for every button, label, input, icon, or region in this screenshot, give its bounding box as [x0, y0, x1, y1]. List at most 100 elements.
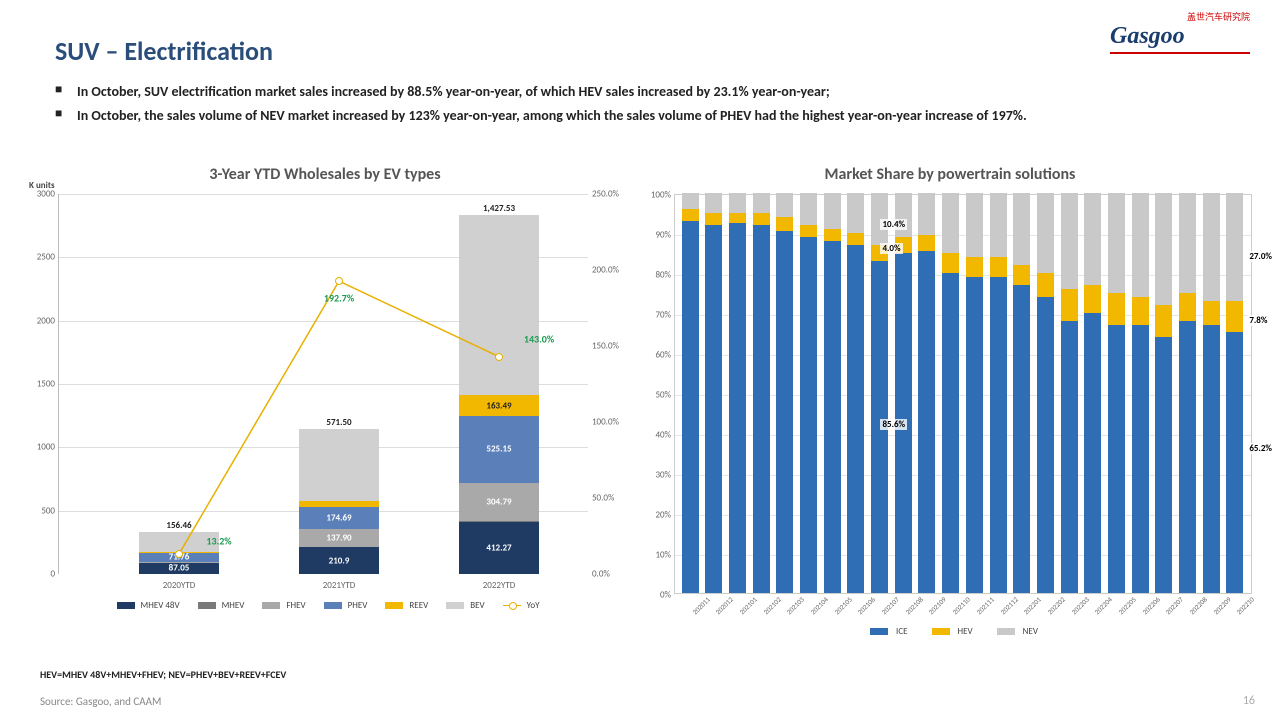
bar-segment-nev — [1108, 193, 1125, 293]
x-axis-label: 202203 — [1069, 595, 1090, 616]
stacked-bar — [776, 193, 793, 593]
bar-segment-hev — [1132, 297, 1149, 325]
bar-segment-hev — [990, 257, 1007, 277]
bar-segment-ice — [1226, 332, 1243, 593]
right-chart: Market Share by powertrain solutions 0% 1… — [640, 165, 1260, 637]
bar-segment-hev — [753, 213, 770, 225]
bar-stack: 1,427.53163.49525.15 304.79 412.27 — [459, 215, 539, 574]
y-axis-label: 0% — [645, 590, 671, 601]
bullet-item: In October, the sales volume of NEV mark… — [55, 106, 1240, 126]
stacked-bar — [800, 193, 817, 593]
bar-segment-phev: 525.15 — [459, 416, 539, 483]
y-axis-label: 60% — [645, 350, 671, 361]
right-chart-title: Market Share by powertrain solutions — [640, 165, 1260, 184]
stacked-bar — [1108, 193, 1125, 593]
bar-segment-hev — [918, 235, 935, 251]
bar-value-label: 174.69 — [299, 513, 379, 524]
legend-item: REEV — [379, 600, 428, 611]
bar-value-label: 304.79 — [459, 496, 539, 507]
x-axis-label: 202112 — [998, 595, 1019, 616]
bar-segment-hev — [1226, 301, 1243, 332]
bar-segment-ice — [682, 221, 699, 593]
definitions-note: HEV=MHEV 48V+MHEV+FHEV; NEV=PHEV+BEV+REE… — [40, 668, 286, 681]
bar-segment-nev — [942, 193, 959, 253]
stacked-bar — [942, 193, 959, 593]
bar-segment-ice — [753, 225, 770, 593]
bar-segment-hev — [800, 225, 817, 237]
bar-segment-nev — [1037, 193, 1054, 273]
y-axis-label: 40% — [645, 430, 671, 441]
bar-segment-nev — [753, 193, 770, 213]
bar-segment-ice — [918, 251, 935, 593]
yoy-marker — [175, 550, 183, 558]
yoy-label: 192.7% — [324, 292, 354, 305]
x-axis-label: 202106 — [856, 595, 877, 616]
bar-segment-ice — [1084, 313, 1101, 593]
source-note: Source: Gasgoo, and CAAM — [40, 695, 161, 708]
y-axis-label: 500 — [27, 505, 55, 516]
bar-segment-ice — [1013, 285, 1030, 593]
logo-sub: 盖世汽车研究院 — [1110, 10, 1250, 23]
bar-segment-mhev48v: 87.05 — [139, 563, 219, 574]
bar-segment-nev — [1179, 193, 1196, 293]
stacked-bar — [824, 193, 841, 593]
y-axis-label: 2500 — [27, 252, 55, 263]
right-legend: ICE HEV NEV — [640, 626, 1260, 637]
logo: 盖世汽车研究院 Gasgoo — [1110, 10, 1250, 54]
legend-item: FHEV — [256, 600, 305, 611]
y-axis-label: 20% — [645, 510, 671, 521]
legend-item: MHEV 48V — [111, 600, 180, 611]
callout-label: 4.0% — [880, 243, 902, 254]
bar-segment-ice — [800, 237, 817, 593]
legend-item: HEV — [924, 626, 973, 637]
page-number: 16 — [1243, 694, 1255, 708]
x-axis-label: 202208 — [1187, 595, 1208, 616]
bar-segment-ice — [1037, 297, 1054, 593]
bar-segment-hev — [942, 253, 959, 273]
bar-segment-ice — [1179, 321, 1196, 593]
x-axis-label: 202101 — [738, 595, 759, 616]
bar-segment-ice — [990, 277, 1007, 593]
stacked-bar — [1179, 193, 1196, 593]
stacked-bar — [966, 193, 983, 593]
left-chart: 3-Year YTD Wholesales by EV types K unit… — [20, 165, 630, 611]
bar-segment-hev — [1179, 293, 1196, 321]
bar-segment-ice — [1061, 321, 1078, 593]
stacked-bar — [1084, 193, 1101, 593]
y-axis-label: 1500 — [27, 379, 55, 390]
bar-segment-mhev48v: 412.27 — [459, 522, 539, 574]
bar-segment-nev — [705, 193, 722, 213]
stacked-bar — [1061, 193, 1078, 593]
bar-value-label: 87.05 — [139, 563, 219, 574]
bar-segment-hev — [1037, 273, 1054, 297]
bar-segment-hev — [1108, 293, 1125, 325]
page-title: SUV – Electrification — [55, 35, 273, 67]
bar-segment-hev — [776, 217, 793, 231]
yoy-label: 13.2% — [206, 534, 231, 547]
bar-value-label: 412.27 — [459, 542, 539, 553]
bar-segment-fhev: 304.79 — [459, 483, 539, 522]
bar-segment-nev — [1061, 193, 1078, 289]
bar-segment-hev — [966, 257, 983, 277]
x-axis-label: 202103 — [785, 595, 806, 616]
x-axis-label: 202207 — [1164, 595, 1185, 616]
legend-item: NEV — [989, 626, 1038, 637]
stacked-bar — [1226, 193, 1243, 593]
bar-segment-ice — [705, 225, 722, 593]
bar-segment-ice — [729, 223, 746, 593]
x-axis-label: 202204 — [1093, 595, 1114, 616]
bar-segment-bev: 1,427.53 — [459, 215, 539, 396]
left-legend: MHEV 48VMHEVFHEVPHEVREEVBEVYoY — [20, 600, 630, 611]
stacked-bar — [918, 193, 935, 593]
x-axis-label: 202202 — [1045, 595, 1066, 616]
callout-label: 7.8% — [1247, 315, 1269, 326]
x-axis-label: 2022YTD — [459, 580, 539, 591]
y2-axis-label: 100.0% — [592, 417, 626, 428]
yoy-label: 143.0% — [524, 332, 554, 345]
bar-segment-reev: 163.49 — [459, 395, 539, 416]
legend-item: BEV — [440, 600, 484, 611]
callout-label: 10.4% — [880, 219, 907, 230]
legend-item: ICE — [862, 626, 907, 637]
stacked-bar — [705, 193, 722, 593]
y2-axis-label: 150.0% — [592, 341, 626, 352]
